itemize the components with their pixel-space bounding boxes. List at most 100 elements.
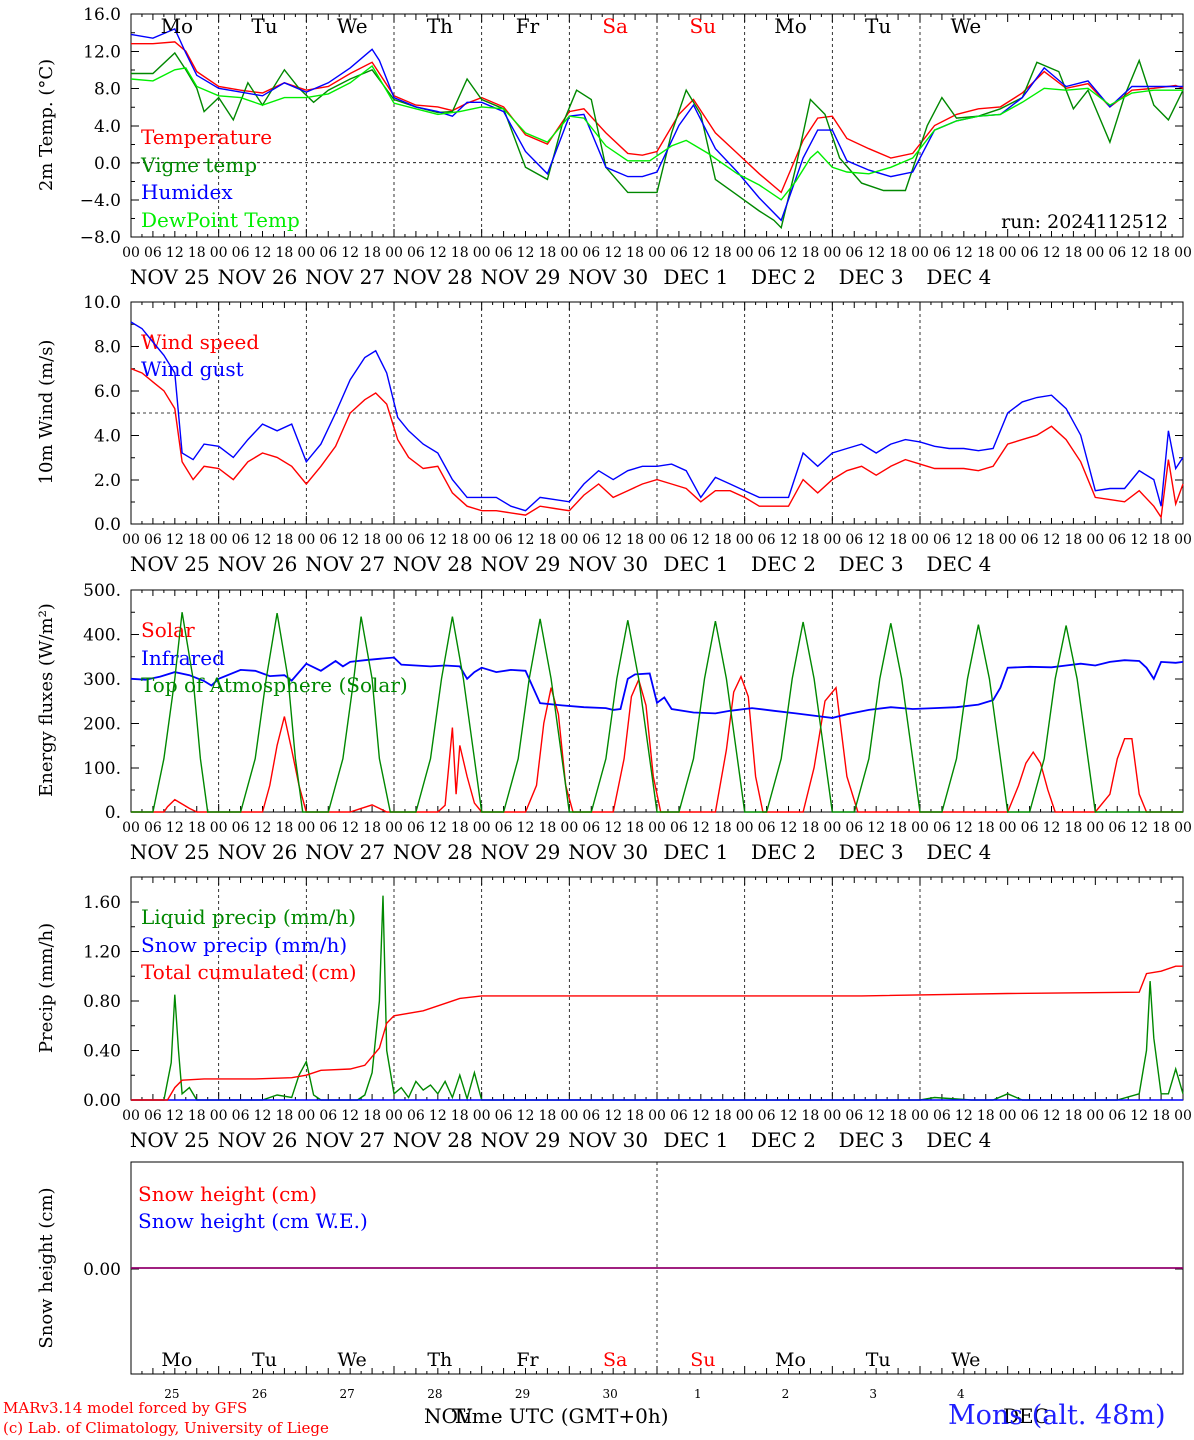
hour-tick-label: 18 [802, 820, 820, 836]
hour-tick-label: 12 [692, 245, 710, 261]
hour-tick-label: 00 [999, 1108, 1017, 1124]
day-label: DEC 1 [663, 840, 728, 864]
y-tick-label: 0.40 [83, 1042, 121, 1062]
hour-tick-label: 18 [802, 245, 820, 261]
hour-tick-label: 12 [341, 820, 359, 836]
hour-tick-label: 12 [604, 532, 622, 548]
series-line [130, 64, 1183, 201]
hour-tick-label: 00 [297, 820, 315, 836]
hour-tick-label: 18 [977, 820, 995, 836]
hour-tick-label: 00 [911, 245, 929, 261]
hour-tick-label: 12 [517, 245, 535, 261]
hour-tick-label: 18 [451, 820, 469, 836]
series-line [131, 674, 1183, 813]
hour-tick-label: 06 [144, 1108, 162, 1124]
hour-tick-label: 18 [188, 820, 206, 836]
hour-tick-label: 18 [451, 245, 469, 261]
hour-tick-label: 00 [736, 1108, 754, 1124]
hour-tick-label: 00 [823, 1108, 841, 1124]
hour-tick-label: 00 [473, 1108, 491, 1124]
hour-tick-label: 12 [692, 820, 710, 836]
hour-tick-label: 06 [319, 1108, 337, 1124]
weekday-label: Fr [516, 14, 540, 38]
day-label: NOV 26 [218, 265, 298, 289]
hour-tick-label: 18 [539, 820, 557, 836]
hour-tick-label: 06 [845, 245, 863, 261]
hour-tick-label: 00 [736, 820, 754, 836]
day-number-label: 3 [869, 1387, 877, 1401]
day-label: DEC 2 [751, 1128, 816, 1152]
month-label-dec: DEC [1003, 1404, 1049, 1428]
hour-tick-label: 00 [122, 820, 140, 836]
y-tick-label: 0.80 [83, 992, 121, 1012]
hour-tick-label: 18 [363, 1108, 381, 1124]
hour-tick-label: 18 [539, 245, 557, 261]
hour-tick-label: 18 [276, 820, 294, 836]
day-label: DEC 3 [839, 265, 904, 289]
hour-tick-label: 18 [714, 532, 732, 548]
hour-tick-label: 00 [560, 532, 578, 548]
hour-tick-label: 00 [823, 820, 841, 836]
hour-tick-label: 06 [495, 245, 513, 261]
series-line [131, 51, 1184, 230]
day-number-label: 4 [957, 1387, 965, 1401]
y-tick-label: 8.0 [94, 338, 121, 358]
hour-tick-label: 06 [670, 532, 688, 548]
day-label: DEC 3 [839, 1128, 904, 1152]
legend-entry: Wind gust [141, 357, 244, 381]
hour-tick-label: 12 [867, 1108, 885, 1124]
hour-tick-label: 18 [539, 532, 557, 548]
hour-tick-label: 00 [1086, 245, 1104, 261]
hour-tick-label: 12 [604, 1108, 622, 1124]
hour-tick-label: 00 [385, 1108, 403, 1124]
hour-tick-label: 00 [1086, 820, 1104, 836]
day-label: NOV 28 [393, 265, 473, 289]
y-tick-label: 400. [83, 626, 121, 646]
hour-tick-label: 06 [1021, 820, 1039, 836]
hour-tick-label: 12 [166, 532, 184, 548]
hour-tick-label: 06 [1021, 1108, 1039, 1124]
day-label: DEC 4 [926, 265, 991, 289]
hour-tick-label: 12 [780, 820, 798, 836]
hour-tick-label: 18 [802, 532, 820, 548]
day-label: NOV 30 [568, 265, 648, 289]
day-label: DEC 1 [663, 1128, 728, 1152]
y-tick-label: 4.0 [94, 117, 121, 137]
series-line [131, 41, 1184, 194]
y-tick-label: 0.00 [83, 1260, 121, 1280]
credit-line-2: (c) Lab. of Climatology, University of L… [3, 1419, 329, 1437]
day-label: NOV 27 [305, 1128, 385, 1152]
y-tick-label: 500. [83, 581, 121, 601]
weekday-label: Tu [251, 14, 277, 38]
hour-tick-label: 06 [758, 245, 776, 261]
y-tick-label: −4.0 [80, 191, 121, 211]
hour-tick-label: 06 [232, 245, 250, 261]
day-label: NOV 30 [568, 552, 648, 576]
hour-tick-label: 00 [648, 820, 666, 836]
hour-tick-label: 00 [210, 1108, 228, 1124]
weekday-label: Mo [775, 1349, 806, 1371]
hour-tick-label: 06 [495, 820, 513, 836]
hour-tick-label: 18 [451, 1108, 469, 1124]
hour-tick-label: 12 [254, 245, 272, 261]
hour-tick-label: 00 [473, 532, 491, 548]
hour-tick-label: 18 [188, 1108, 206, 1124]
series-line [131, 612, 1183, 813]
hour-tick-label: 06 [845, 532, 863, 548]
hour-tick-label: 18 [276, 245, 294, 261]
weekday-label: Mo [161, 1349, 192, 1371]
day-number-label: 29 [515, 1387, 530, 1401]
hour-tick-label: 00 [999, 820, 1017, 836]
hour-tick-label: 06 [1108, 1108, 1126, 1124]
hour-tick-label: 00 [1174, 820, 1192, 836]
hour-tick-label: 06 [758, 1108, 776, 1124]
day-label: NOV 30 [568, 1128, 648, 1152]
day-label: DEC 1 [663, 265, 728, 289]
day-label: NOV 27 [305, 265, 385, 289]
legend-entry: Snow height (cm W.E.) [138, 1209, 368, 1233]
day-label: NOV 29 [481, 1128, 561, 1152]
hour-tick-label: 06 [232, 532, 250, 548]
y-tick-label: 100. [83, 759, 121, 779]
hour-tick-label: 06 [232, 1108, 250, 1124]
hour-tick-label: 00 [736, 532, 754, 548]
